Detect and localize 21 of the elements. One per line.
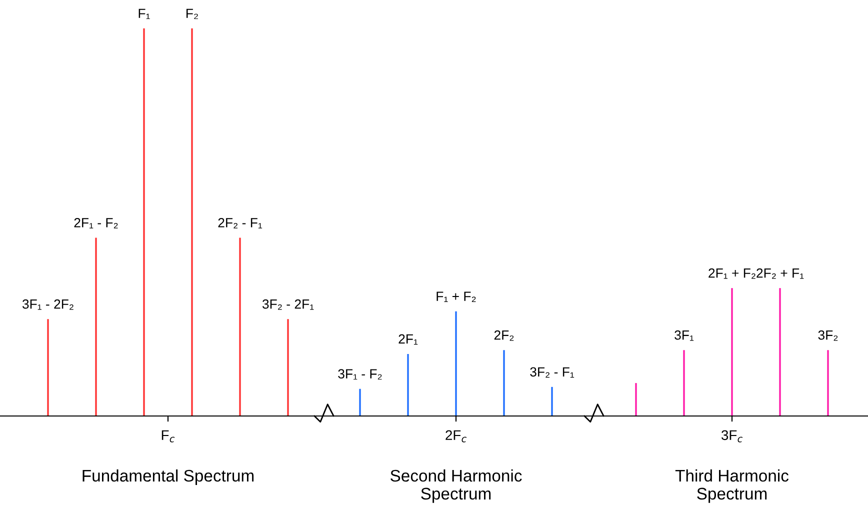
- x-tick-label: 2F₁ - F₂: [74, 218, 118, 228]
- x-tick-label: 3F₂: [818, 330, 838, 341]
- x-tick-label: 3F₂ - F₁: [530, 367, 574, 378]
- x-tick-label: F₁ + F₂: [436, 292, 476, 302]
- x-tick-label: 2F₁ + F₂: [708, 268, 756, 279]
- x-tick-label: 2F₁: [398, 334, 418, 345]
- x-tick-label: F₁: [138, 8, 150, 20]
- x-tick-label: 3F₁: [674, 330, 694, 341]
- text: Second Harmonic Spectrum: [390, 469, 522, 503]
- text: Third Harmonic Spectrum: [675, 469, 789, 503]
- x-tick-label: 2F₂: [494, 330, 514, 341]
- x-tick-label: 3F₂ - 2F₁: [262, 299, 314, 310]
- x-tick-label: 3F₁ - 2F₂: [22, 299, 74, 310]
- text: Fundamental Spectrum: [82, 469, 254, 485]
- x-tick-label: F₂: [186, 8, 198, 20]
- x-tick-label: 2F₂ + F₁: [756, 268, 804, 279]
- x-tick-label: 3F₁ - F₂: [338, 369, 382, 380]
- x-tick-label: 2F₂ - F₁: [218, 218, 262, 228]
- text: F$_{c}$: [162, 430, 175, 442]
- text: 3F$_{c}$: [721, 430, 743, 442]
- text: 2F$_{c}$: [446, 430, 467, 442]
